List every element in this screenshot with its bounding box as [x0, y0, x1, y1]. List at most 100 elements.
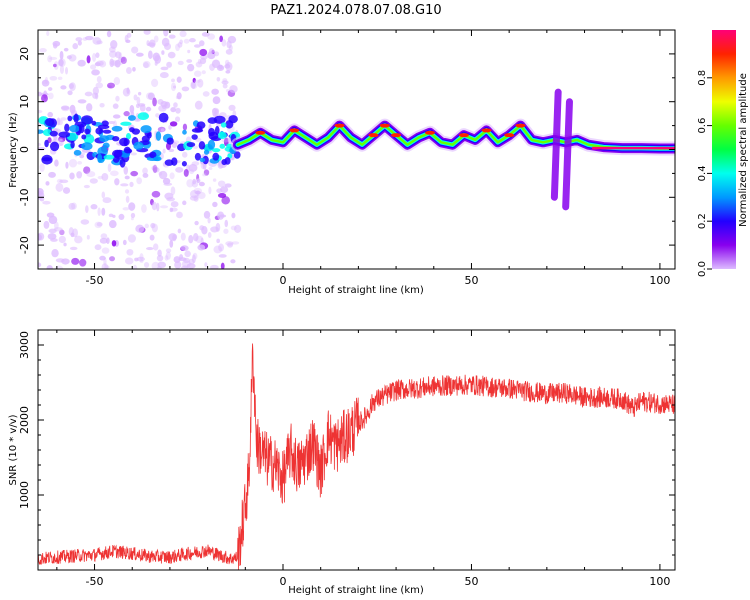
noise-blob [68, 158, 78, 168]
noise-core [69, 124, 80, 133]
noise-blob [192, 178, 197, 185]
noise-blob [147, 50, 153, 60]
noise-blob [163, 30, 169, 37]
noise-blob [57, 76, 63, 81]
noise-core [208, 131, 219, 140]
noise-blob [126, 248, 134, 256]
noise-core [125, 133, 132, 140]
noise-blob [54, 159, 59, 167]
noise-blob [39, 48, 47, 53]
noise-blob [108, 120, 116, 125]
noise-blob [131, 46, 139, 54]
noise-blob [209, 264, 219, 269]
noise-blob [154, 54, 162, 64]
noise-blob [42, 200, 51, 205]
noise-blob [38, 91, 43, 97]
noise-blob [167, 51, 176, 59]
spectrogram-frame [37, 29, 676, 270]
noise-core [199, 157, 206, 163]
noise-blob [207, 33, 216, 40]
noise-blob [66, 55, 72, 60]
noise-blob [44, 76, 49, 84]
noise-blob [139, 253, 144, 261]
noise-blob [90, 204, 98, 210]
noise-core [137, 112, 150, 121]
noise-blob [161, 50, 165, 55]
noise-blob [97, 207, 101, 217]
noise-blob [171, 141, 178, 148]
noise-blob [165, 251, 171, 260]
noise-blob [103, 257, 107, 266]
noise-blob [143, 30, 151, 35]
noise-blob [183, 38, 190, 44]
noise-blob [225, 48, 233, 55]
noise-blob [108, 213, 114, 218]
snr-xlabel: Height of straight line (km) [288, 585, 424, 596]
noise-blob [193, 187, 203, 194]
noise-blob [224, 64, 231, 69]
noise-blob [207, 217, 211, 224]
noise-blob [152, 97, 157, 107]
noise-blob [191, 81, 196, 89]
x-tick-label: 50 [464, 274, 478, 287]
ridge-peak [289, 128, 300, 133]
noise-blob [170, 107, 177, 113]
noise-blob [112, 114, 121, 119]
ridge-peak [368, 133, 379, 138]
noise-blob [72, 43, 79, 50]
noise-blob [161, 37, 170, 47]
noise-blob [192, 145, 198, 149]
noise-core [41, 157, 52, 162]
noise-core [202, 155, 209, 165]
noise-blob [57, 58, 66, 68]
noise-blob [212, 96, 221, 105]
y-tick-label: 1000 [18, 481, 31, 509]
noise-blob [83, 166, 91, 174]
noise-blob [41, 79, 50, 87]
noise-blob [47, 87, 53, 91]
noise-blob [170, 82, 177, 92]
noise-blob [169, 207, 174, 213]
noise-blob [201, 226, 208, 235]
spectrogram-plot-area [38, 30, 675, 269]
noise-blob [110, 170, 119, 177]
noise-blob [217, 193, 227, 198]
noise-blob [132, 67, 136, 72]
noise-blob [41, 94, 48, 103]
noise-blob [136, 177, 143, 185]
noise-blob [183, 257, 190, 264]
noise-blob [225, 241, 234, 246]
noise-core [83, 134, 95, 144]
y-tick-label: -10 [18, 188, 31, 206]
noise-blob [126, 32, 132, 38]
noise-blob [211, 59, 221, 69]
noise-blob [156, 254, 164, 262]
noise-blob [176, 76, 182, 83]
noise-blob [216, 238, 221, 244]
noise-core [191, 134, 198, 140]
noise-blob [46, 265, 53, 269]
noise-core [44, 139, 49, 148]
noise-blob [137, 91, 142, 96]
noise-core [49, 130, 58, 137]
noise-blob [101, 207, 106, 216]
noise-blob [225, 70, 231, 74]
noise-blob [193, 79, 201, 83]
noise-core [149, 151, 157, 159]
noise-core [166, 137, 174, 145]
noise-blob [108, 220, 117, 229]
noise-blob [61, 106, 70, 112]
noise-blob [109, 256, 116, 262]
noise-blob [115, 95, 120, 102]
noise-blob [50, 238, 58, 242]
y-tick-label: 10 [18, 95, 31, 109]
noise-blob [217, 211, 225, 220]
noise-blob [230, 225, 237, 231]
noise-blob [91, 69, 100, 76]
noise-blob [99, 103, 105, 108]
spectrogram-ylabel: Frequency (Hz) [8, 112, 19, 188]
noise-blob [146, 246, 154, 251]
noise-blob [221, 196, 231, 205]
noise-blob [194, 220, 199, 226]
